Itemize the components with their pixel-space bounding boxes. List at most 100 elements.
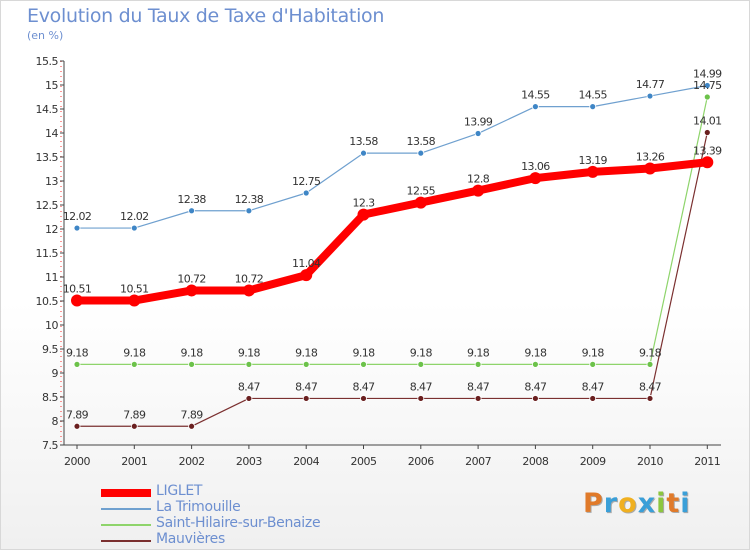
data-label: 10.72 [177,272,206,285]
series-line [76,96,708,365]
data-point [130,422,138,430]
data-label: 14.55 [521,89,550,102]
data-label: 14.99 [693,67,722,80]
data-point [245,360,253,368]
logo-letter: t [666,488,681,519]
y-tick-label: 7.5 [42,439,58,452]
data-point [589,395,597,402]
data-point [532,360,539,368]
data-label: 13.58 [407,135,436,148]
data-label: 9.18 [352,346,375,359]
data-point [302,395,310,402]
data-label: 9.18 [524,346,547,359]
legend-label: LIGLET [156,483,203,499]
data-point [646,360,654,368]
data-label: 13.39 [693,144,722,157]
data-label: 8.47 [238,380,261,393]
y-tick-label: 10.5 [36,295,59,308]
data-point [185,284,198,297]
x-tick-label: 2010 [637,455,663,468]
data-point [644,162,656,175]
data-point [646,395,654,402]
data-point [703,82,711,89]
data-label: 9.18 [123,346,146,359]
y-tick-label: 14.5 [36,103,59,116]
y-tick-label: 11.5 [36,247,59,260]
chart-subtitle: (en %) [27,29,64,42]
y-tick-label: 9 [52,367,59,380]
data-label: 7.89 [123,408,146,421]
data-point [360,395,367,402]
x-tick-label: 2009 [580,455,606,468]
data-label: 8.47 [467,380,490,393]
data-label: 8.47 [352,380,375,393]
legend-swatch [101,489,151,497]
data-label: 7.89 [66,408,89,421]
logo-letter: i [680,488,691,519]
data-point [357,208,370,221]
data-label: 10.51 [63,283,92,296]
data-point [73,360,81,368]
legend-label: Mauvières [156,531,225,547]
data-label: 9.18 [66,346,89,359]
series-line [73,158,712,305]
data-label: 8.47 [639,380,662,393]
data-label: 13.19 [578,154,607,167]
data-point [529,172,542,185]
legend-swatch [101,524,151,526]
data-point [188,360,196,368]
data-label: 12.38 [177,193,206,206]
data-point [414,196,427,209]
legend-swatch [101,508,151,510]
legend-label: Saint-Hilaire-sur-Benaize [156,515,321,531]
x-tick-label: 2005 [351,455,377,468]
data-label: 13.58 [349,135,378,148]
data-point [532,395,539,402]
data-label: 14.77 [636,78,665,91]
data-point [73,422,81,430]
data-label: 13.99 [464,115,493,128]
series-line [76,131,708,427]
chart-series-lines [71,82,714,430]
data-label: 10.72 [235,272,264,285]
data-point [589,103,597,110]
data-label: 9.18 [639,346,662,359]
data-label: 9.18 [410,346,433,359]
data-point [701,156,714,169]
logo-letter: o [618,488,638,519]
data-label: 9.18 [238,346,261,359]
data-point [128,294,141,307]
data-point [472,184,485,197]
data-label: 9.18 [295,346,318,359]
data-point [417,395,425,402]
data-label: 12.02 [120,210,149,223]
legend-swatch [101,540,151,542]
y-tick-label: 11 [45,271,58,284]
y-tick-label: 14 [45,127,58,140]
y-tick-label: 9.5 [42,343,58,356]
logo-letter: r [603,488,619,519]
x-tick-label: 2003 [236,455,262,468]
y-tick-label: 10 [45,319,58,332]
x-tick-label: 2002 [179,455,205,468]
data-label: 9.18 [467,346,490,359]
data-point [360,360,367,368]
x-tick-label: 2006 [408,455,434,468]
chart-data-labels: 12.02 12.02 12.38 12.38 12.75 13.58 13.58 13.99… [63,67,723,421]
data-point [242,284,255,297]
x-tick-label: 2000 [64,455,90,468]
x-tick-label: 2001 [121,455,147,468]
data-label: 11.04 [292,257,321,270]
data-point [532,103,539,110]
data-point [417,360,425,368]
y-tick-label: 8 [52,415,59,428]
data-point [703,93,711,101]
data-point [71,294,83,307]
x-tick-label: 2008 [522,455,548,468]
data-label: 8.47 [295,380,318,393]
data-label: 12.02 [63,210,92,223]
y-tick-label: 15.5 [36,55,59,68]
logo-letter: x [637,488,657,519]
data-label: 12.8 [467,173,490,186]
data-label: 14.55 [578,89,607,102]
